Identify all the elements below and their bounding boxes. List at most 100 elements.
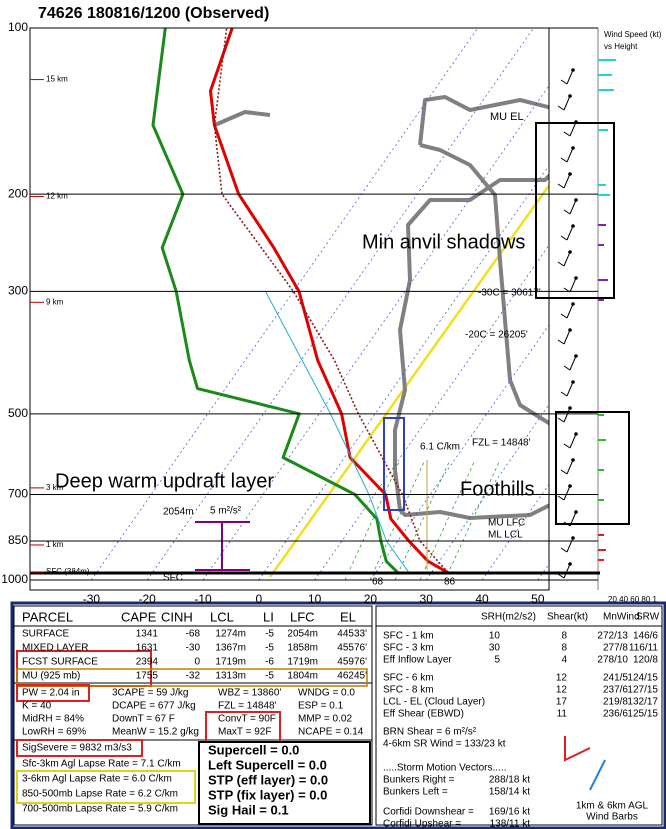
table-header: LI [263,609,274,624]
table-cell: 1341 [136,629,159,640]
barb-flag [563,521,571,527]
barb-staff [569,121,577,137]
table-cell: 4 [561,655,567,666]
table-cell: 1804m [287,671,318,682]
table-cell: 124/15 [627,673,658,684]
table-cell: 45576' [337,643,367,654]
inflow-bracket [195,521,250,571]
caption: 1km & 6km AGL [576,801,649,812]
x-tick-label: 10 [308,592,322,606]
highlight-box [16,739,143,757]
barb-flag [563,131,571,137]
height-label: 12 km [46,192,68,201]
barb-flag [560,469,568,475]
index-text: NCAPE = 0.14 [298,727,364,738]
table-cell: 132/17 [627,697,658,708]
table-cell: 1367m [215,643,246,654]
table-header: PARCEL [22,609,73,624]
mixing-ratio-lines [344,459,501,581]
table-cell: SFC - 8 km [383,685,434,696]
lapse-rate: 700-500mb Lapse Rate = 5.9 C/km [22,804,178,815]
y-tick-label: 300 [8,284,28,298]
kinematic-panel [375,605,663,826]
barb-dot [568,328,572,332]
barb-dot [568,250,572,254]
isotherm [91,28,479,581]
table-cell: 219/8 [603,697,628,708]
barb-flag [557,495,565,501]
barb-staff [563,329,571,345]
composite-index: Supercell = 0.0 [208,742,299,757]
table-cell: Corfidi Downshear = [383,807,474,818]
table-cell: 11 [557,709,568,720]
table-cell: 2054m [287,629,318,640]
barb-dot [574,276,578,280]
wet-bulb-zero-line [268,183,549,578]
composite-index: STP (eff layer) = 0.0 [208,772,328,787]
index-text: LowRH = 69% [22,727,86,738]
annotation: 68 [372,577,384,588]
wind-speed-ticks [598,59,616,561]
table-cell: MIXED LAYER [22,643,89,654]
index-text: MaxT = 92F [218,727,271,738]
updraft-box [383,417,405,511]
y-tick-label: 100 [8,20,28,34]
annotation: ML LCL [488,530,523,541]
table-cell: 237/6 [603,685,628,696]
barb-dot [568,406,572,410]
x-tick-label: 40 [475,592,489,606]
composite-box [198,741,371,825]
barb-dot [568,94,572,98]
barb-staff [566,303,574,319]
index-text: 4-6km SR Wind = 133/23 kt [383,739,506,750]
annotation: -20C = 26205' [465,330,528,341]
annotation: FZL = 14848' [472,438,531,449]
table-cell: 10 [489,631,501,642]
barb-flag [557,105,565,111]
y-tick-label: 200 [8,186,28,200]
table-cell: 1631 [136,643,159,654]
index-text: WBZ = 13860' [218,688,281,699]
chart-title: 74626 180816/1200 (Observed) [38,5,269,22]
callout: Foothills [460,478,534,500]
table-cell: -5 [265,629,274,640]
table-cell: 278/10 [597,655,628,666]
table-cell: 1274m [215,629,246,640]
barb-staff [569,433,577,449]
index-text: DownT = 67 F [112,714,175,725]
barb-dot [568,484,572,488]
caption: Wind Barbs [586,812,638,823]
x-tick-label: -10 [194,592,212,606]
table-cell: -5 [265,671,274,682]
height-label: 15 km [46,75,68,84]
table-cell: 5 [494,655,500,666]
profile-line [209,28,449,575]
table-cell: 288/18 kt [489,775,530,786]
barb-staff [566,147,574,163]
annotation: 5 m²/s² [210,506,242,517]
table-cell: -30 [186,643,201,654]
barb-staff [563,251,571,267]
barb-dot [568,172,572,176]
barb-staff [563,407,571,423]
table-cell: 1719m [287,657,318,668]
x-tick-label: 20 [364,592,378,606]
anvil-shadow-outline [214,95,549,520]
x-tick-label: 50 [531,592,545,606]
table-header: Shear(kt) [547,612,588,623]
index-text: MMP = 0.02 [298,714,352,725]
table-cell: FCST SURFACE [22,657,98,668]
table-header: SRW [636,612,660,623]
table-header: CINH [161,609,193,624]
table-header: SRH(m2/s2) [481,612,536,623]
height-label: SFC (384m) [46,567,90,576]
index-text: K = 40 [22,701,52,712]
highlight-box [16,684,90,702]
barb-flag [560,235,568,241]
barb-flag [563,365,571,371]
table-cell: -32 [186,671,201,682]
table-cell: 236/6 [603,709,628,720]
table-cell: 241/5 [603,673,628,684]
barb-dot [568,562,572,566]
axis-title: Wind Speed (kt) [604,30,662,39]
